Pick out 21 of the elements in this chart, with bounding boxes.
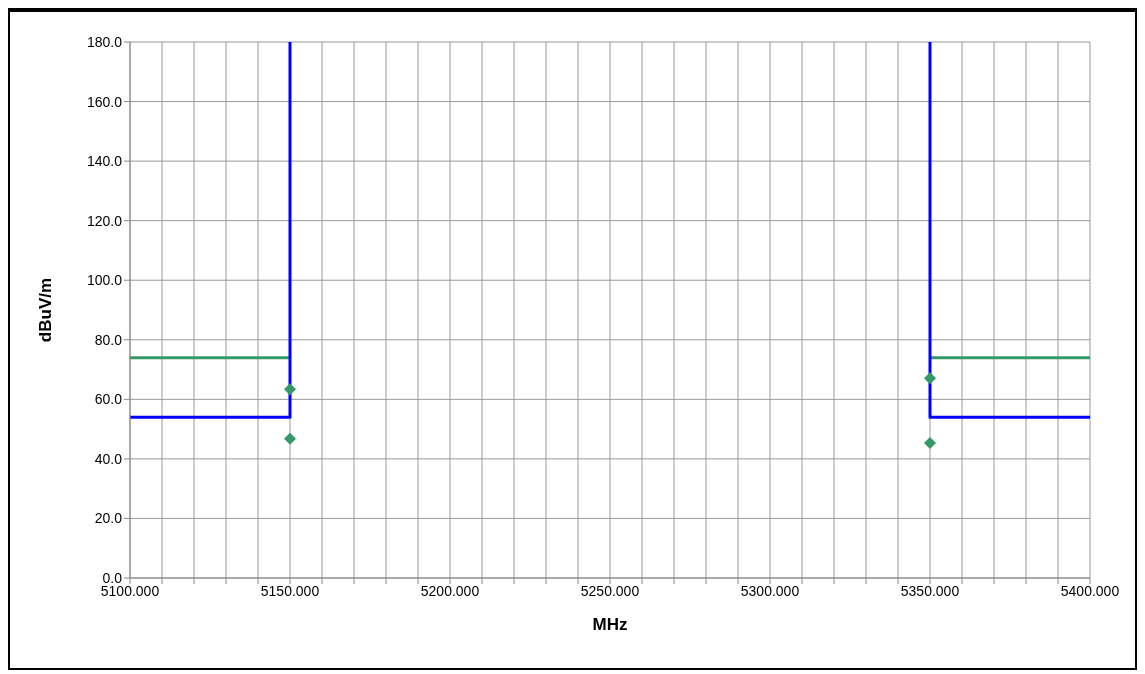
y-tick-label: 160.0 (86, 93, 123, 110)
y-tick-label: 140.0 (86, 153, 123, 170)
point (924, 372, 936, 385)
point (284, 432, 296, 445)
x-tick-label: 5300.000 (740, 582, 800, 599)
y-tick-label: 180.0 (86, 33, 123, 50)
x-tick-label: 5400.000 (1060, 582, 1120, 599)
x-axis-title: MHz (592, 615, 628, 634)
y-tick-label: 80.0 (94, 331, 123, 348)
point (284, 383, 296, 396)
x-tick-label: 5250.000 (580, 582, 640, 599)
x-tick-label: 5350.000 (900, 582, 960, 599)
y-tick-label: 40.0 (94, 450, 123, 467)
y-tick-label: 60.0 (94, 391, 123, 408)
x-tick-label: 5200.000 (420, 582, 480, 599)
x-tick-label: 5150.000 (260, 582, 320, 599)
y-tick-label: 120.0 (86, 212, 123, 229)
point (924, 437, 936, 450)
y-tick-label: 20.0 (94, 510, 123, 527)
y-axis-title: dBuV/m (36, 277, 56, 343)
y-tick-label: 100.0 (86, 272, 123, 289)
